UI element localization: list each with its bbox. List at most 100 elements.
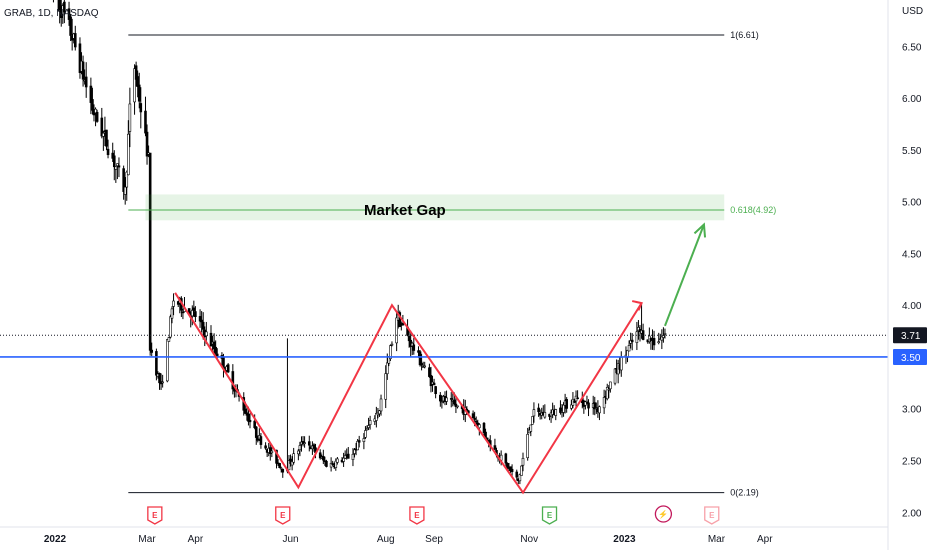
candle-body	[562, 404, 565, 413]
candle-body	[346, 453, 350, 459]
candle-body	[378, 410, 381, 415]
candle-body	[148, 152, 152, 351]
candle-body	[248, 419, 252, 423]
candle-body	[117, 165, 121, 168]
candle-body	[353, 449, 356, 454]
candle-body	[471, 413, 475, 419]
candle-body	[331, 463, 334, 466]
candle-body	[342, 457, 345, 462]
candle-body	[570, 404, 573, 409]
candle-body	[531, 416, 534, 425]
candle-body	[297, 450, 300, 455]
time-tick-label: Jun	[282, 534, 298, 545]
fib-level-label: 0(2.19)	[730, 488, 759, 498]
candle-body	[652, 338, 656, 346]
candle-body	[520, 465, 523, 476]
candle-body	[264, 445, 267, 449]
candles-layer	[52, 0, 667, 485]
price-tick-label: 4.50	[902, 249, 922, 260]
candle-body	[247, 413, 250, 422]
candle-body	[619, 357, 623, 371]
candle-body	[518, 474, 522, 482]
time-axis[interactable]: 2022 Mar Apr Jun Aug Sep Nov 2023 Mar Apr	[44, 534, 773, 545]
candle-body	[169, 316, 172, 338]
candle-body	[201, 321, 205, 330]
candle-body	[412, 344, 416, 351]
candle-body	[657, 341, 661, 344]
time-tick-label: 2022	[44, 534, 67, 545]
candle-body	[63, 1, 66, 13]
candle-body	[509, 466, 512, 471]
candle-body	[506, 463, 509, 469]
candle-body	[81, 61, 85, 80]
candle-body	[474, 420, 478, 423]
candle-body	[89, 85, 93, 103]
candle-body	[521, 457, 525, 466]
candle-body	[478, 424, 481, 429]
candle-body	[325, 460, 328, 467]
candle-body	[307, 441, 311, 446]
zigzag-pattern	[174, 292, 643, 495]
candle-body	[73, 33, 77, 48]
candle-body	[543, 412, 547, 418]
candle-body	[357, 440, 361, 443]
candle-body	[122, 168, 125, 192]
candle-body	[254, 426, 258, 438]
candle-body	[375, 412, 378, 421]
candle-body	[440, 401, 444, 403]
time-tick-label: Mar	[138, 534, 156, 545]
zigzag-arrow-head	[631, 300, 643, 311]
candle-body	[278, 463, 281, 469]
market-gap-label: Market Gap	[364, 202, 446, 219]
candle-body	[123, 186, 127, 195]
price-tick-label: 4.00	[902, 301, 922, 312]
candle-body	[407, 336, 411, 342]
event-label: E	[414, 511, 420, 520]
candle-body	[418, 351, 422, 366]
candle-body	[287, 460, 291, 471]
candle-body	[573, 400, 576, 403]
event-label: E	[280, 511, 286, 520]
event-label: E	[547, 511, 553, 520]
candle-body	[139, 103, 143, 113]
candle-body	[395, 317, 398, 344]
candle-body	[420, 363, 423, 366]
candle-body	[259, 436, 263, 445]
candle-body	[434, 386, 437, 395]
candle-body	[602, 397, 606, 409]
candle-body	[100, 117, 104, 137]
event-label: E	[709, 511, 715, 520]
candle-body	[84, 76, 88, 88]
price-labels: 3.71 3.50	[893, 327, 927, 365]
candle-body	[105, 129, 108, 147]
support-price-box	[893, 348, 927, 365]
candle-body	[192, 307, 196, 312]
candle-body	[593, 402, 597, 410]
earnings-event-marker	[275, 506, 291, 525]
candle-body	[336, 458, 339, 463]
current-price-label: 3.71	[901, 331, 921, 342]
price-tick-label: 5.00	[902, 198, 922, 209]
earnings-event-marker	[704, 506, 720, 525]
candle-body	[244, 408, 247, 414]
candle-body	[158, 372, 161, 384]
candle-body	[78, 43, 82, 73]
candle-body	[91, 99, 94, 111]
fib-level-label: 0.618(4.92)	[730, 205, 776, 215]
candle-body	[106, 148, 110, 156]
candle-body	[112, 155, 116, 168]
candle-body	[398, 312, 402, 328]
time-tick-label: Mar	[708, 534, 726, 545]
candle-body	[161, 381, 164, 384]
candle-body	[298, 445, 302, 451]
candle-body	[482, 422, 486, 434]
candle-body	[94, 108, 97, 114]
candle-body	[587, 402, 590, 409]
candle-body	[423, 365, 427, 368]
candle-body	[128, 103, 132, 132]
candle-body	[312, 444, 316, 448]
candle-body	[364, 430, 367, 438]
time-tick-label: 2023	[613, 534, 636, 545]
candle-body	[322, 456, 325, 461]
